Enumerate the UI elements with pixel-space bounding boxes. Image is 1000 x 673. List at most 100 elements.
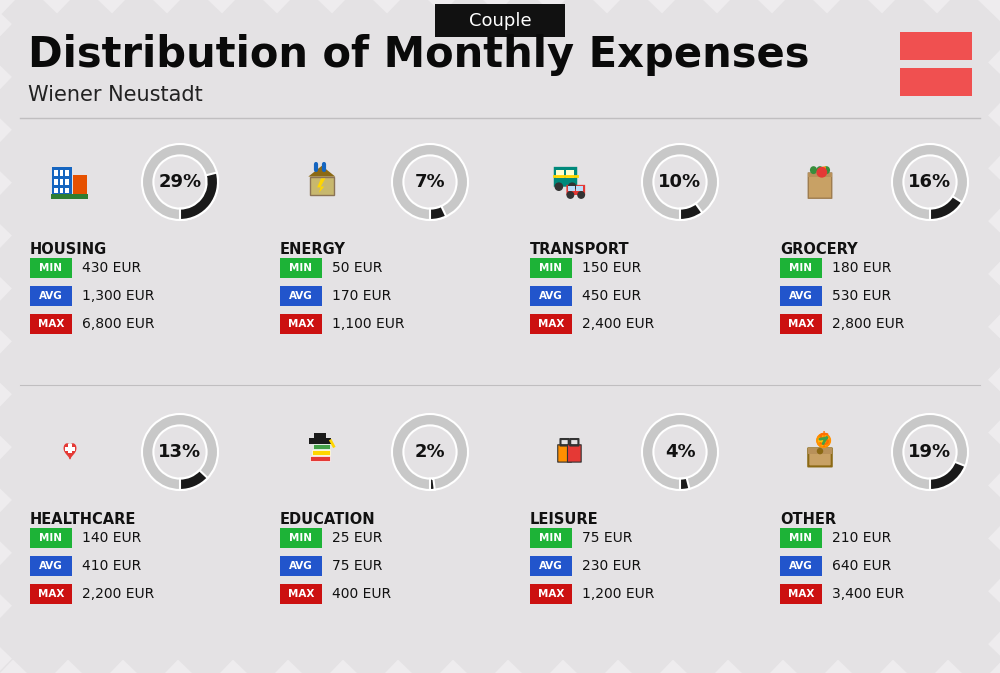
Wedge shape [642,414,718,490]
FancyBboxPatch shape [280,584,322,604]
Ellipse shape [810,166,817,174]
Text: Wiener Neustadt: Wiener Neustadt [28,85,203,105]
Text: 210 EUR: 210 EUR [832,531,891,545]
Text: MAX: MAX [38,589,64,599]
FancyBboxPatch shape [567,445,581,462]
Text: 410 EUR: 410 EUR [82,559,141,573]
Text: AVG: AVG [39,561,63,571]
FancyBboxPatch shape [30,556,72,576]
FancyBboxPatch shape [822,166,826,176]
Wedge shape [680,478,689,490]
Circle shape [578,192,584,199]
Text: 6,800 EUR: 6,800 EUR [82,317,154,331]
Text: 29%: 29% [158,173,202,191]
FancyBboxPatch shape [280,258,322,278]
FancyBboxPatch shape [780,528,822,548]
Text: 16%: 16% [908,173,952,191]
Wedge shape [892,144,968,220]
Text: MAX: MAX [788,589,814,599]
FancyBboxPatch shape [530,556,572,576]
FancyBboxPatch shape [780,314,822,334]
FancyBboxPatch shape [52,167,72,197]
Text: $: $ [817,431,830,450]
Text: AVG: AVG [39,291,63,301]
Wedge shape [430,206,446,220]
Circle shape [567,192,574,199]
FancyBboxPatch shape [65,447,75,450]
FancyBboxPatch shape [51,194,88,199]
FancyBboxPatch shape [568,186,575,191]
FancyBboxPatch shape [68,444,72,453]
FancyBboxPatch shape [554,167,577,186]
Text: Distribution of Monthly Expenses: Distribution of Monthly Expenses [28,34,810,76]
Text: AVG: AVG [289,561,313,571]
FancyBboxPatch shape [60,188,63,193]
Text: MAX: MAX [538,319,564,329]
Text: 25 EUR: 25 EUR [332,531,382,545]
Text: 170 EUR: 170 EUR [332,289,391,303]
FancyBboxPatch shape [65,179,69,184]
FancyBboxPatch shape [280,286,322,306]
Text: AVG: AVG [539,561,563,571]
FancyBboxPatch shape [313,444,330,449]
FancyBboxPatch shape [30,286,72,306]
FancyBboxPatch shape [30,584,72,604]
FancyBboxPatch shape [808,448,832,466]
FancyBboxPatch shape [558,445,571,462]
Text: 7%: 7% [415,173,445,191]
FancyBboxPatch shape [808,448,832,454]
FancyBboxPatch shape [60,179,63,184]
Text: Couple: Couple [469,11,531,30]
FancyBboxPatch shape [73,175,87,197]
Wedge shape [930,462,965,490]
Text: MIN: MIN [290,533,312,543]
Text: 13%: 13% [158,443,202,461]
Text: HEALTHCARE: HEALTHCARE [30,512,136,527]
Wedge shape [930,197,962,220]
FancyBboxPatch shape [280,556,322,576]
Text: MIN: MIN [790,533,812,543]
FancyBboxPatch shape [780,286,822,306]
FancyBboxPatch shape [435,4,565,37]
Text: LEISURE: LEISURE [530,512,599,527]
FancyBboxPatch shape [530,528,572,548]
Text: 1,200 EUR: 1,200 EUR [582,587,654,601]
Text: TRANSPORT: TRANSPORT [530,242,630,257]
Text: 430 EUR: 430 EUR [82,261,141,275]
Ellipse shape [823,166,830,174]
Text: 530 EUR: 530 EUR [832,289,891,303]
Text: 2,400 EUR: 2,400 EUR [582,317,654,331]
Text: 75 EUR: 75 EUR [582,531,632,545]
Text: 140 EUR: 140 EUR [82,531,141,545]
FancyBboxPatch shape [314,433,326,439]
FancyBboxPatch shape [309,438,331,444]
FancyBboxPatch shape [65,188,69,193]
Text: 75 EUR: 75 EUR [332,559,382,573]
Text: MIN: MIN [40,533,62,543]
Wedge shape [892,414,968,490]
Text: MAX: MAX [788,319,814,329]
FancyBboxPatch shape [566,170,574,178]
Text: MAX: MAX [288,319,314,329]
Circle shape [817,449,823,454]
Text: MAX: MAX [538,589,564,599]
Text: 230 EUR: 230 EUR [582,559,641,573]
Text: 1,300 EUR: 1,300 EUR [82,289,154,303]
Wedge shape [680,203,702,220]
Text: MAX: MAX [38,319,64,329]
Wedge shape [142,144,218,220]
Text: GROCERY: GROCERY [780,242,858,257]
FancyBboxPatch shape [808,173,832,177]
Text: MAX: MAX [288,589,314,599]
Text: 4%: 4% [665,443,695,461]
Text: 1,100 EUR: 1,100 EUR [332,317,404,331]
Text: 400 EUR: 400 EUR [332,587,391,601]
Text: MIN: MIN [290,263,312,273]
Wedge shape [392,414,468,490]
FancyBboxPatch shape [280,314,322,334]
Text: MIN: MIN [40,263,62,273]
FancyBboxPatch shape [900,68,972,96]
FancyBboxPatch shape [54,188,58,193]
Text: ENERGY: ENERGY [280,242,346,257]
Text: 180 EUR: 180 EUR [832,261,891,275]
